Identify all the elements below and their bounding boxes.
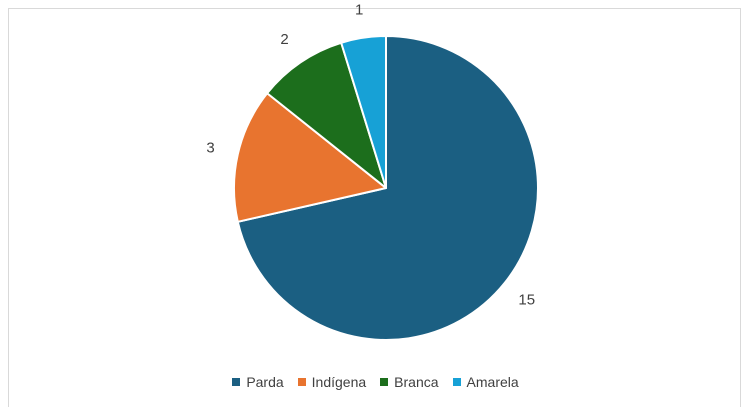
data-label-parda: 15 <box>518 292 535 309</box>
legend-label-indigena: Indígena <box>312 374 367 390</box>
legend-swatch-branca <box>380 378 388 386</box>
data-label-amarela: 1 <box>355 2 363 19</box>
legend-item-indigena: Indígena <box>298 374 367 390</box>
legend-swatch-amarela <box>453 378 461 386</box>
legend-swatch-parda <box>232 378 240 386</box>
legend-item-parda: Parda <box>232 374 283 390</box>
data-label-branca: 2 <box>280 31 288 48</box>
legend: Parda Indígena Branca Amarela <box>0 374 751 390</box>
legend-item-amarela: Amarela <box>453 374 519 390</box>
legend-label-amarela: Amarela <box>467 374 519 390</box>
legend-label-branca: Branca <box>394 374 438 390</box>
legend-swatch-indigena <box>298 378 306 386</box>
data-label-indigena: 3 <box>206 139 214 156</box>
legend-item-branca: Branca <box>380 374 438 390</box>
legend-label-parda: Parda <box>246 374 283 390</box>
